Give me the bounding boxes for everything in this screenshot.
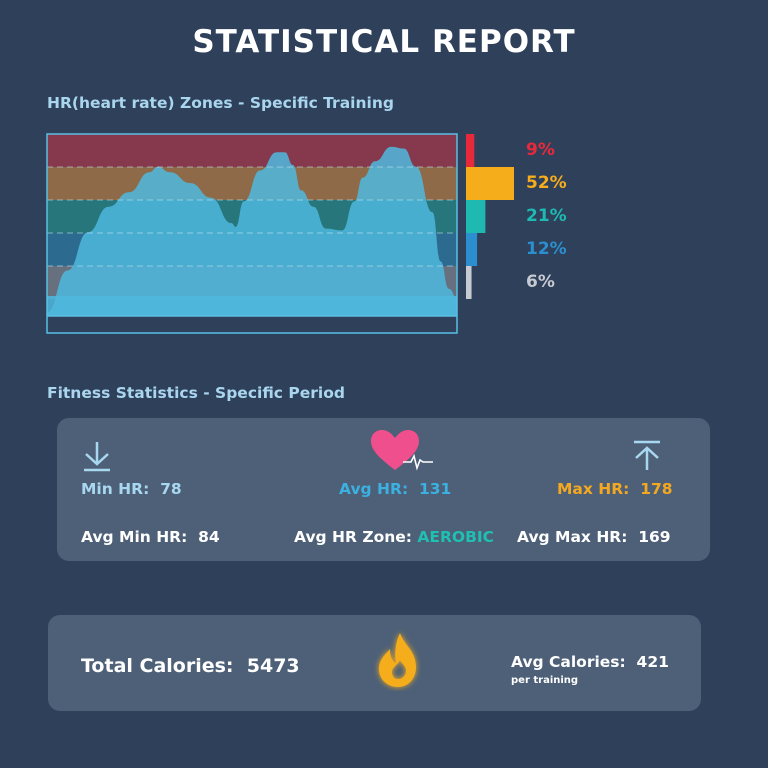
total-calories-label: Total Calories: [81, 655, 234, 677]
total-calories-stat: Total Calories: 5473 [81, 655, 300, 677]
min-hr-label: Min HR: [81, 480, 150, 498]
zone-percent-label: 21% [526, 205, 567, 226]
avg-min-hr-value: 84 [198, 528, 220, 546]
avg-hr-zone-label: Avg HR Zone: [294, 528, 412, 546]
zone-percent-label: 9% [526, 139, 555, 160]
avg-max-hr-stat: Avg Max HR: 169 [517, 528, 671, 546]
report-title: STATISTICAL REPORT [192, 24, 576, 60]
arrow-down-to-line-icon [84, 442, 110, 472]
avg-hr-stat: Avg HR: 131 [339, 480, 451, 498]
avg-min-hr-stat: Avg Min HR: 84 [81, 528, 220, 546]
zone-percent-label: 52% [526, 172, 567, 193]
avg-min-hr-label: Avg Min HR: [81, 528, 188, 546]
zone-percent-bar [466, 266, 472, 299]
avg-calories-note: per training [511, 675, 579, 686]
hr-area [47, 146, 457, 316]
avg-hr-zone-value: AEROBIC [417, 528, 495, 546]
arrow-up-to-line-icon [634, 440, 660, 470]
total-calories-value: 5473 [246, 655, 300, 677]
zone-percent-label: 6% [526, 271, 555, 292]
avg-max-hr-label: Avg Max HR: [517, 528, 628, 546]
heart-pulse-icon [371, 430, 433, 471]
flame-icon [379, 633, 416, 687]
avg-calories-stat: Avg Calories: 421 [511, 653, 669, 671]
max-hr-stat: Max HR: 178 [557, 480, 673, 498]
hr-area-base [47, 296, 457, 316]
avg-calories-label: Avg Calories: [511, 653, 626, 671]
zone-percent-bar [466, 233, 478, 266]
max-hr-value: 178 [640, 480, 673, 498]
calories-panel: Total Calories: 5473 Avg Calories: 421 p… [48, 615, 701, 711]
min-hr-value: 78 [160, 480, 182, 498]
zone-percent-label: 12% [526, 238, 567, 259]
max-hr-label: Max HR: [557, 480, 630, 498]
avg-max-hr-value: 169 [638, 528, 671, 546]
zones-section-title: HR(heart rate) Zones - Specific Training [47, 94, 394, 112]
fitness-stats-panel: Min HR: 78 Avg HR: 131 Max HR: 178 Avg M… [57, 418, 710, 561]
zone-percent-bar [466, 200, 486, 233]
avg-hr-zone-stat: Avg HR Zone: AEROBIC [294, 528, 494, 546]
avg-hr-value: 131 [418, 480, 452, 498]
chart-border [46, 133, 458, 334]
min-hr-stat: Min HR: 78 [81, 480, 182, 498]
zone-percent-bar [466, 134, 475, 167]
zone-percent-bar [466, 167, 514, 200]
avg-calories-value: 421 [636, 653, 669, 671]
avg-hr-label: Avg HR: [339, 480, 409, 498]
fitness-section-title: Fitness Statistics - Specific Period [47, 384, 345, 402]
hr-zones-chart [46, 133, 514, 334]
